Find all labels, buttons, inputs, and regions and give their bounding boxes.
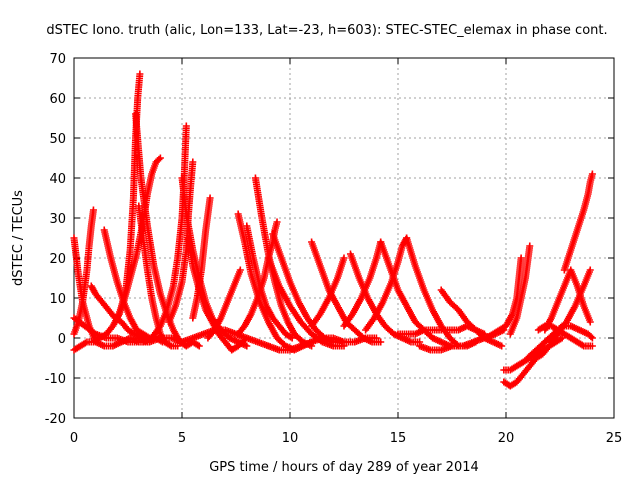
y-axis-label: dSTEC / TECUs: [11, 190, 26, 286]
data-point: [136, 70, 144, 78]
data-point: [377, 338, 385, 346]
y-tick-label: -20: [45, 412, 66, 427]
data-point: [182, 122, 190, 130]
series-arc-42: [264, 334, 380, 354]
data-point: [195, 342, 203, 350]
y-tick-label: 60: [49, 92, 66, 107]
series-arc-22: [308, 254, 348, 330]
series-arc-39: [534, 322, 596, 350]
y-tick-label: 70: [49, 52, 66, 67]
data-point: [586, 318, 594, 326]
x-tick-label: 20: [498, 431, 515, 446]
x-axis-label: GPS time / hours of day 289 of year 2014: [209, 460, 479, 475]
data-point: [243, 342, 251, 350]
data-point: [236, 266, 244, 274]
data-point: [340, 254, 348, 262]
data-point: [517, 254, 525, 262]
y-tick-label: 0: [58, 332, 66, 347]
data-point: [155, 155, 163, 163]
x-tick-label: 25: [606, 431, 623, 446]
series-arc-38: [545, 266, 594, 346]
data-point: [586, 266, 594, 274]
data-point: [588, 170, 596, 178]
series-group: [70, 70, 596, 390]
data-point: [526, 242, 534, 250]
y-tick-label: 50: [49, 132, 66, 147]
x-tick-label: 5: [178, 431, 186, 446]
data-point: [89, 206, 97, 214]
data-point: [189, 158, 197, 166]
axis-ticks: [73, 57, 615, 419]
y-tick-label: -10: [45, 372, 66, 387]
series-arc-05: [87, 282, 151, 346]
series-arc-26: [362, 234, 411, 334]
data-point: [288, 334, 296, 342]
y-tick-label: 10: [49, 292, 66, 307]
x-tick-labels: 0 5 10 15 20 25: [70, 431, 622, 446]
data-point: [587, 333, 595, 341]
series-arc-40: [70, 314, 186, 346]
x-tick-label: 10: [282, 431, 299, 446]
data-point: [498, 342, 506, 350]
y-tick-label: 20: [49, 252, 66, 267]
series-arc-04: [70, 206, 97, 338]
series-arc-11: [165, 158, 197, 326]
data-point: [372, 334, 380, 342]
data-point: [588, 342, 596, 350]
series-arc-34: [500, 334, 566, 390]
series-arc-07: [113, 154, 164, 322]
data-point: [588, 334, 596, 342]
y-tick-label: 30: [49, 212, 66, 227]
x-tick-label: 15: [390, 431, 407, 446]
series-arc-32: [506, 242, 534, 338]
data-point: [273, 218, 281, 226]
series-arc-28: [394, 322, 488, 338]
y-tick-labels: -20 -10 0 10 20 30 40 50 60 70: [45, 52, 66, 427]
data-point: [206, 194, 214, 202]
series-arc-09: [139, 122, 190, 346]
data-point: [156, 154, 164, 162]
x-tick-label: 0: [70, 431, 78, 446]
series-arc-37: [560, 170, 596, 274]
y-tick-label: 40: [49, 172, 66, 187]
series-arc-12: [189, 194, 214, 322]
chart-title: dSTEC Iono. truth (alic, Lon=133, Lat=-2…: [46, 23, 607, 38]
series-arc-41: [178, 326, 272, 350]
